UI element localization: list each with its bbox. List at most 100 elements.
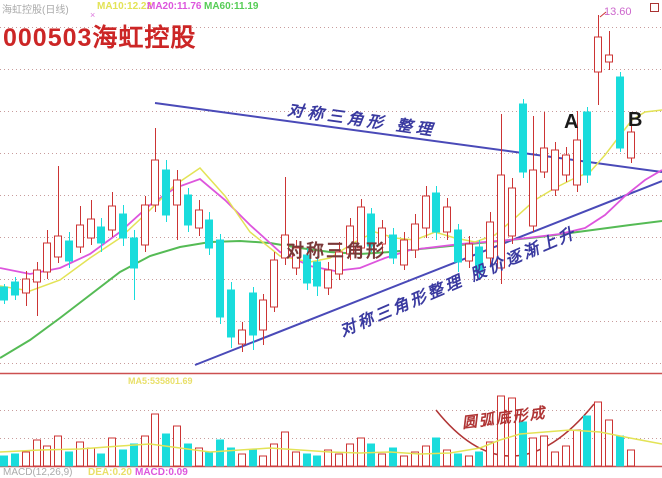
volume-bar xyxy=(346,443,354,467)
volume-ma-line xyxy=(0,429,662,455)
volume-bar xyxy=(519,421,527,467)
volume-bar xyxy=(454,453,462,467)
candle-body xyxy=(465,243,473,262)
volume-bar xyxy=(130,443,138,467)
marker-cross-icon: × xyxy=(90,10,96,20)
volume-bar xyxy=(216,439,224,467)
candle-body xyxy=(151,159,159,206)
volume-bar xyxy=(162,433,170,467)
annotation-triangle-mid: 对称三角形 xyxy=(286,241,386,262)
candle-body xyxy=(97,226,105,244)
volume-bar xyxy=(97,453,105,467)
candle-body xyxy=(216,239,224,318)
candle-body xyxy=(141,204,149,246)
candle-body xyxy=(422,195,430,229)
volume-bar xyxy=(594,401,602,467)
candle-body xyxy=(454,229,462,263)
candle-body xyxy=(616,76,624,149)
volume-bar xyxy=(184,443,192,467)
volume-bar xyxy=(400,455,408,467)
ma10-value-label: MA10:12.22 xyxy=(97,1,153,12)
candle-body xyxy=(11,281,19,296)
point-a-label: A xyxy=(564,111,579,133)
volume-bar xyxy=(292,451,300,467)
candle-body xyxy=(259,299,267,331)
volume-bar xyxy=(422,445,430,467)
candle-body xyxy=(367,213,375,247)
candle-body xyxy=(540,147,548,173)
volume-bar xyxy=(249,449,257,467)
stock-title: 000503海虹控股 xyxy=(3,24,197,52)
volume-ma-label: MA5:535801.69 xyxy=(128,376,193,386)
volume-bar xyxy=(54,435,62,467)
candle-body xyxy=(400,239,408,266)
volume-bar xyxy=(616,435,624,467)
candle-body xyxy=(378,227,386,245)
candle-body xyxy=(119,213,127,239)
volume-bar xyxy=(573,429,581,467)
volume-bar xyxy=(627,449,635,467)
candle-body xyxy=(54,235,62,258)
volume-bar xyxy=(443,449,451,467)
volume-bar xyxy=(551,451,559,467)
volume-bar xyxy=(465,455,473,467)
candle-body xyxy=(519,103,527,173)
candle-body xyxy=(324,269,332,289)
candle-body xyxy=(443,206,451,233)
candle-body xyxy=(432,192,440,233)
peak-price-label: 13.60 xyxy=(604,6,632,18)
candle-body xyxy=(627,131,635,159)
candle-body xyxy=(529,169,537,227)
candle-body xyxy=(281,234,289,259)
candle-body xyxy=(43,242,51,273)
candle-body xyxy=(303,254,311,284)
volume-bar xyxy=(508,397,516,467)
volume-bar xyxy=(411,451,419,467)
volume-bar xyxy=(205,451,213,467)
ascending-trendline xyxy=(194,180,662,366)
dea-value-label: DEA:0.20 xyxy=(88,467,132,478)
candle-body xyxy=(357,206,365,249)
candle-body xyxy=(411,223,419,251)
candle-body xyxy=(508,187,516,237)
chart-corner-label: 海虹控股(日线) xyxy=(2,5,69,16)
candle-body xyxy=(184,194,192,226)
point-b-label: B xyxy=(628,109,643,131)
volume-bar xyxy=(270,443,278,467)
candle-body xyxy=(605,54,613,63)
volume-bar xyxy=(108,437,116,467)
corner-marker-icon xyxy=(650,3,659,12)
volume-bar xyxy=(335,453,343,467)
volume-bar xyxy=(540,435,548,467)
volume-bar xyxy=(238,453,246,467)
volume-bar xyxy=(22,451,30,467)
volume-bar xyxy=(389,447,397,467)
candle-body xyxy=(108,205,116,231)
volume-bar xyxy=(195,447,203,467)
macd-value-label: MACD:0.09 xyxy=(135,467,188,478)
volume-bar xyxy=(475,451,483,467)
volume-bar xyxy=(76,441,84,467)
ma10-line xyxy=(0,109,662,292)
candle-body xyxy=(238,329,246,345)
candle-body xyxy=(594,36,602,73)
candle-body xyxy=(76,224,84,248)
candle-body xyxy=(475,246,483,273)
volume-bar xyxy=(259,455,267,467)
volume-bar xyxy=(497,395,505,467)
volume-bar xyxy=(562,445,570,467)
peak-tick xyxy=(599,11,607,18)
candle-body xyxy=(551,149,559,191)
volume-bar xyxy=(378,453,386,467)
ma60-value-label: MA60:11.19 xyxy=(204,1,259,12)
volume-bar xyxy=(432,437,440,467)
candle-body xyxy=(583,111,591,176)
ma20-line xyxy=(0,169,662,275)
volume-bar xyxy=(87,447,95,467)
candle-body xyxy=(292,247,300,269)
volume-bar xyxy=(605,419,613,467)
volume-bar xyxy=(119,449,127,467)
volume-bar xyxy=(11,453,19,467)
